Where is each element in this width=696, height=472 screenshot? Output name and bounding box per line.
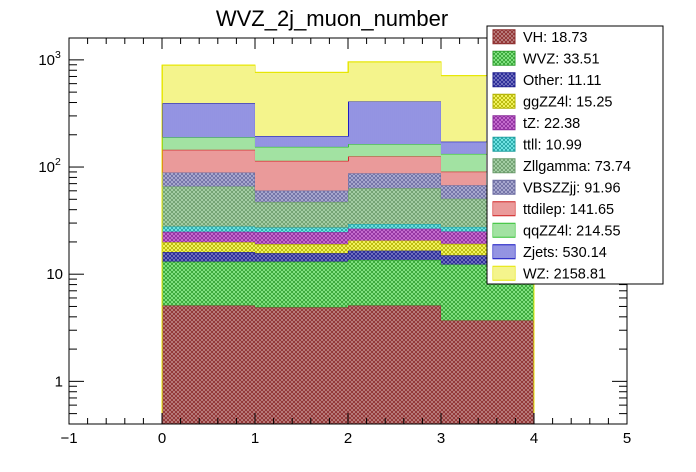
bar-tz-bin-0 <box>162 231 255 243</box>
legend-label-zjets: Zjets: 530.14 <box>523 245 607 261</box>
legend-label-other: Other: 11.11 <box>523 73 601 89</box>
bar-vbszzjj-bin-0 <box>162 172 255 187</box>
bar-tz-bin-1 <box>255 232 348 245</box>
bar-vh-bin-1 <box>255 307 348 424</box>
y-tick-exponent: 3 <box>55 49 61 61</box>
bar-wz-bin-0 <box>162 65 255 104</box>
x-tick-label: 2 <box>344 430 352 447</box>
bar-qqzz4l-bin-0 <box>162 137 255 150</box>
bar-vh-bin-0 <box>162 305 255 424</box>
bar-zjets-bin-2 <box>348 101 441 145</box>
bar-wvz-bin-1 <box>255 261 348 308</box>
legend-swatch-vh <box>492 29 516 45</box>
legend-label-ttll: ttll: 10.99 <box>523 137 582 153</box>
bar-wvz-bin-0 <box>162 261 255 306</box>
bar-ggzz4l-bin-2 <box>348 240 441 251</box>
bar-ggzz4l-bin-0 <box>162 242 255 253</box>
bar-qqzz4l-bin-1 <box>255 146 348 161</box>
bar-other-bin-0 <box>162 252 255 262</box>
bar-tz-bin-2 <box>348 228 441 241</box>
legend-swatch-wz <box>492 265 516 281</box>
legend-label-ggzz4l: ggZZ4l: 15.25 <box>523 94 612 110</box>
legend-swatch-tz <box>492 115 516 131</box>
bar-zllgamma-bin-2 <box>348 188 441 225</box>
legend-swatch-other <box>492 72 516 88</box>
x-tick-label: 5 <box>623 430 631 447</box>
bar-zjets-bin-1 <box>255 136 348 147</box>
legend-label-wvz: WVZ: 33.51 <box>523 51 600 67</box>
legend-swatch-ggzz4l <box>492 93 516 109</box>
y-tick-label: 10 <box>38 159 55 176</box>
legend-label-qqzz4l: qqZZ4l: 214.55 <box>523 223 621 239</box>
legend: VH: 18.73 WVZ: 33.51 Other: 11.11 ggZZ4l: 1… <box>486 25 664 285</box>
chart-title: WVZ_2j_muon_number <box>216 6 448 31</box>
bar-ttll-bin-0 <box>162 226 255 232</box>
bar-ttdilep-bin-0 <box>162 149 255 173</box>
x-tick-label: 0 <box>158 430 166 447</box>
bar-wvz-bin-2 <box>348 259 441 306</box>
bar-vbszzjj-bin-2 <box>348 173 441 189</box>
legend-label-ttdilep: ttdilep: 141.65 <box>523 202 614 218</box>
bar-ttdilep-bin-2 <box>348 156 441 174</box>
x-tick-label: 1 <box>251 430 259 447</box>
bar-vh-bin-2 <box>348 305 441 424</box>
legend-swatch-wvz <box>492 50 516 66</box>
legend-swatch-zllgamma <box>492 158 516 174</box>
bar-zllgamma-bin-1 <box>255 201 348 228</box>
legend-swatch-zjets <box>492 244 516 260</box>
bar-ttdilep-bin-1 <box>255 160 348 191</box>
legend-label-wz: WZ: 2158.81 <box>523 266 606 282</box>
bar-vh-bin-3 <box>441 320 534 424</box>
y-tick-exponent: 2 <box>55 156 61 168</box>
bar-zjets-bin-0 <box>162 103 255 138</box>
x-tick-label: −1 <box>60 430 77 447</box>
legend-swatch-vbszzjj <box>492 179 516 195</box>
legend-swatch-qqzz4l <box>492 222 516 238</box>
legend-swatch-ttll <box>492 136 516 152</box>
y-tick-label: 10 <box>46 266 63 283</box>
y-tick-label: 10 <box>38 52 55 69</box>
legend-label-vbszzjj: VBSZZjj: 91.96 <box>523 180 621 196</box>
bar-other-bin-2 <box>348 250 441 260</box>
legend-box <box>486 25 664 285</box>
bar-ttll-bin-2 <box>348 224 441 229</box>
bar-wz-bin-2 <box>348 61 441 102</box>
x-tick-label: 3 <box>437 430 445 447</box>
bar-zllgamma-bin-0 <box>162 186 255 227</box>
legend-label-zllgamma: Zllgamma: 73.74 <box>523 159 631 175</box>
legend-swatch-ttdilep <box>492 201 516 217</box>
legend-label-tz: tZ: 22.38 <box>523 116 580 132</box>
bar-wz-bin-1 <box>255 72 348 137</box>
legend-label-vh: VH: 18.73 <box>523 30 588 46</box>
bar-other-bin-1 <box>255 253 348 262</box>
bar-ggzz4l-bin-1 <box>255 244 348 254</box>
bar-qqzz4l-bin-2 <box>348 144 441 157</box>
bar-vbszzjj-bin-1 <box>255 190 348 202</box>
x-tick-label: 4 <box>530 430 538 447</box>
bar-ttll-bin-1 <box>255 227 348 233</box>
y-tick-label: 1 <box>55 373 63 390</box>
histogram-bars <box>161 61 535 424</box>
